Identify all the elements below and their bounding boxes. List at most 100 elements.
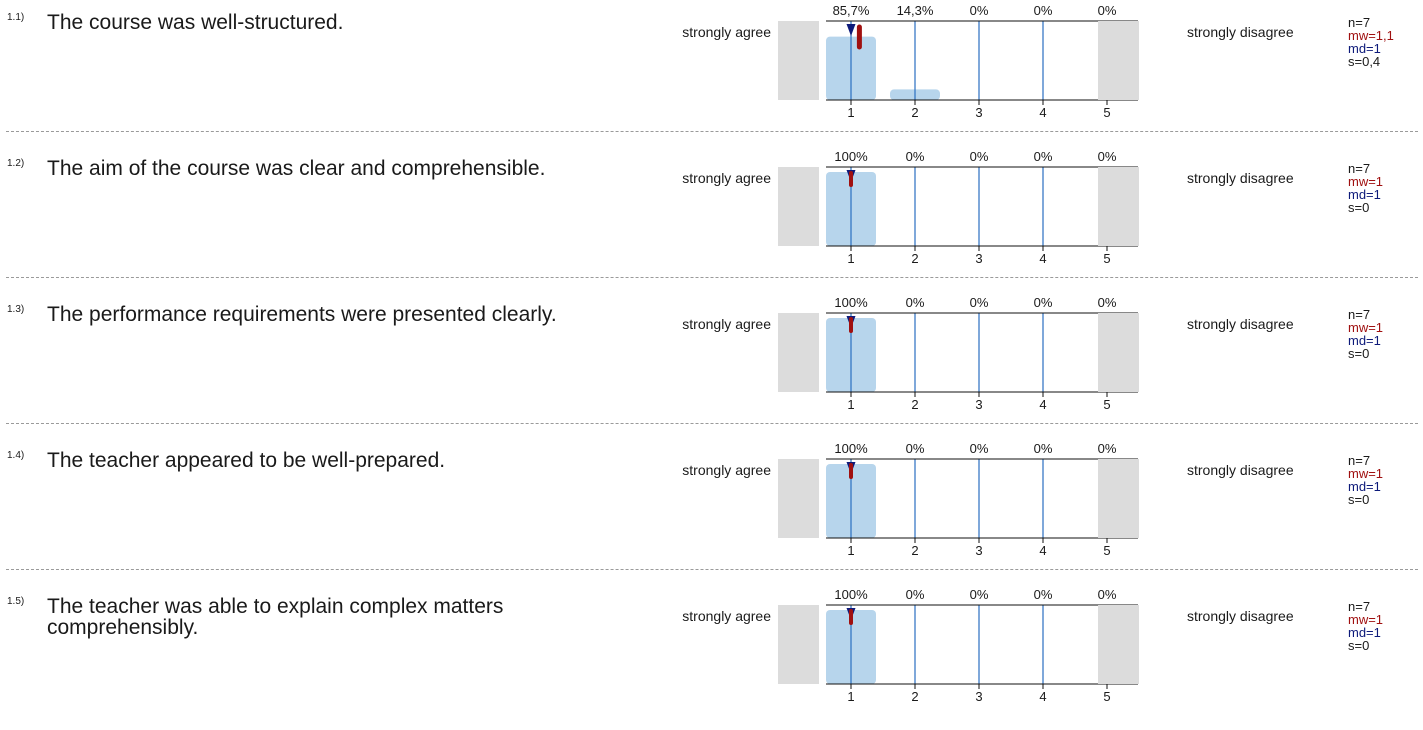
question-number: 1.2)	[7, 158, 25, 169]
scale-right-label: strongly disagree	[1187, 462, 1294, 478]
left-side-box	[778, 605, 819, 684]
tick-label: 4	[1039, 543, 1046, 558]
stat-sd: s=0	[1348, 346, 1370, 361]
percent-label: 0%	[970, 149, 989, 164]
tick-label: 1	[847, 105, 854, 120]
stat-sd: s=0,4	[1348, 54, 1381, 69]
percent-label: 0%	[906, 441, 925, 456]
percent-label: 85,7%	[833, 3, 870, 18]
distribution-chart: 85,7% 14,3% 0% 0% 0% 1 2 3 4 5	[778, 3, 1139, 120]
stats-panel: n=7 mw=1 md=1 s=0	[1348, 162, 1383, 214]
tick-label: 3	[975, 105, 982, 120]
question-block: 1.4) The teacher appeared to be well-prep…	[0, 438, 1423, 584]
scale-left-label: strongly agree	[682, 608, 771, 624]
percent-label: 0%	[906, 149, 925, 164]
question-number: 1.1)	[7, 12, 25, 23]
scale-left-label: strongly agree	[682, 170, 771, 186]
stat-n: n=7	[1348, 307, 1371, 322]
dashed-separator	[6, 423, 1418, 424]
stat-n: n=7	[1348, 161, 1371, 176]
stat-mean: mw=1	[1348, 612, 1384, 627]
percent-label: 0%	[1098, 295, 1117, 310]
tick-label: 4	[1039, 251, 1046, 266]
question-block: 1.1) The course was well-structured. stron…	[0, 0, 1423, 146]
question-text: The performance requirements were presen…	[47, 303, 557, 326]
question-number: 1.5)	[7, 596, 25, 607]
percent-label: 0%	[1034, 3, 1053, 18]
percent-label: 100%	[834, 295, 868, 310]
scale-right-label: strongly disagree	[1187, 24, 1294, 40]
stat-median: md=1	[1348, 625, 1381, 640]
distribution-chart: 100% 0% 0% 0% 0% 1 2 3 4 5	[778, 295, 1139, 412]
percent-label: 0%	[1034, 149, 1053, 164]
right-side-box	[1098, 605, 1139, 684]
dashed-separator	[6, 277, 1418, 278]
tick-label: 2	[911, 251, 918, 266]
tick-label: 5	[1103, 251, 1110, 266]
stats-panel: n=7 mw=1,1 md=1 s=0,4	[1348, 16, 1394, 68]
tick-label: 5	[1103, 543, 1110, 558]
left-side-box	[778, 21, 819, 100]
tick-label: 4	[1039, 397, 1046, 412]
question-block: 1.3) The performance requirements were pr…	[0, 292, 1423, 438]
stats-panel: n=7 mw=1 md=1 s=0	[1348, 600, 1383, 652]
question-text: The aim of the course was clear and comp…	[47, 157, 546, 180]
percent-label: 0%	[1098, 149, 1117, 164]
stat-sd: s=0	[1348, 492, 1370, 507]
tick-label: 5	[1103, 689, 1110, 704]
percent-label: 0%	[906, 587, 925, 602]
stat-median: md=1	[1348, 333, 1381, 348]
stat-median: md=1	[1348, 187, 1381, 202]
tick-label: 1	[847, 689, 854, 704]
tick-label: 1	[847, 397, 854, 412]
dashed-separator	[6, 131, 1418, 132]
question-number: 1.3)	[7, 304, 25, 315]
scale-right-label: strongly disagree	[1187, 608, 1294, 624]
tick-label: 2	[911, 689, 918, 704]
percent-label: 100%	[834, 149, 868, 164]
question-text: The teacher was able to explain complex …	[47, 595, 504, 639]
percent-label: 14,3%	[897, 3, 934, 18]
right-side-box	[1098, 167, 1139, 246]
stat-median: md=1	[1348, 479, 1381, 494]
percent-label: 0%	[970, 3, 989, 18]
percent-label: 0%	[1098, 587, 1117, 602]
distribution-chart: 100% 0% 0% 0% 0% 1 2 3 4 5	[778, 149, 1139, 266]
percent-label: 0%	[970, 587, 989, 602]
dashed-separator	[6, 569, 1418, 570]
percent-label: 0%	[970, 295, 989, 310]
scale-left-label: strongly agree	[682, 316, 771, 332]
percent-label: 0%	[970, 441, 989, 456]
median-marker	[846, 24, 856, 36]
tick-label: 2	[911, 105, 918, 120]
percent-label: 0%	[1034, 441, 1053, 456]
stat-median: md=1	[1348, 41, 1381, 56]
right-side-box	[1098, 459, 1139, 538]
left-side-box	[778, 459, 819, 538]
stats-panel: n=7 mw=1 md=1 s=0	[1348, 454, 1383, 506]
tick-label: 1	[847, 543, 854, 558]
scale-left-label: strongly agree	[682, 462, 771, 478]
tick-label: 4	[1039, 105, 1046, 120]
percent-label: 0%	[906, 295, 925, 310]
tick-label: 2	[911, 397, 918, 412]
stat-n: n=7	[1348, 15, 1371, 30]
tick-label: 3	[975, 397, 982, 412]
stat-mean: mw=1	[1348, 466, 1384, 481]
stats-panel: n=7 mw=1 md=1 s=0	[1348, 308, 1383, 360]
left-side-box	[778, 167, 819, 246]
percent-label: 0%	[1034, 587, 1053, 602]
percent-label: 0%	[1098, 3, 1117, 18]
right-side-box	[1098, 21, 1139, 100]
question-text: The teacher appeared to be well-prepared…	[47, 449, 446, 472]
tick-label: 3	[975, 251, 982, 266]
tick-label: 1	[847, 251, 854, 266]
tick-label: 5	[1103, 397, 1110, 412]
percent-label: 100%	[834, 587, 868, 602]
tick-label: 4	[1039, 689, 1046, 704]
stat-n: n=7	[1348, 599, 1371, 614]
tick-label: 3	[975, 689, 982, 704]
right-side-box	[1098, 313, 1139, 392]
question-block: 1.5) The teacher was able to explain comp…	[0, 584, 1423, 730]
tick-label: 3	[975, 543, 982, 558]
